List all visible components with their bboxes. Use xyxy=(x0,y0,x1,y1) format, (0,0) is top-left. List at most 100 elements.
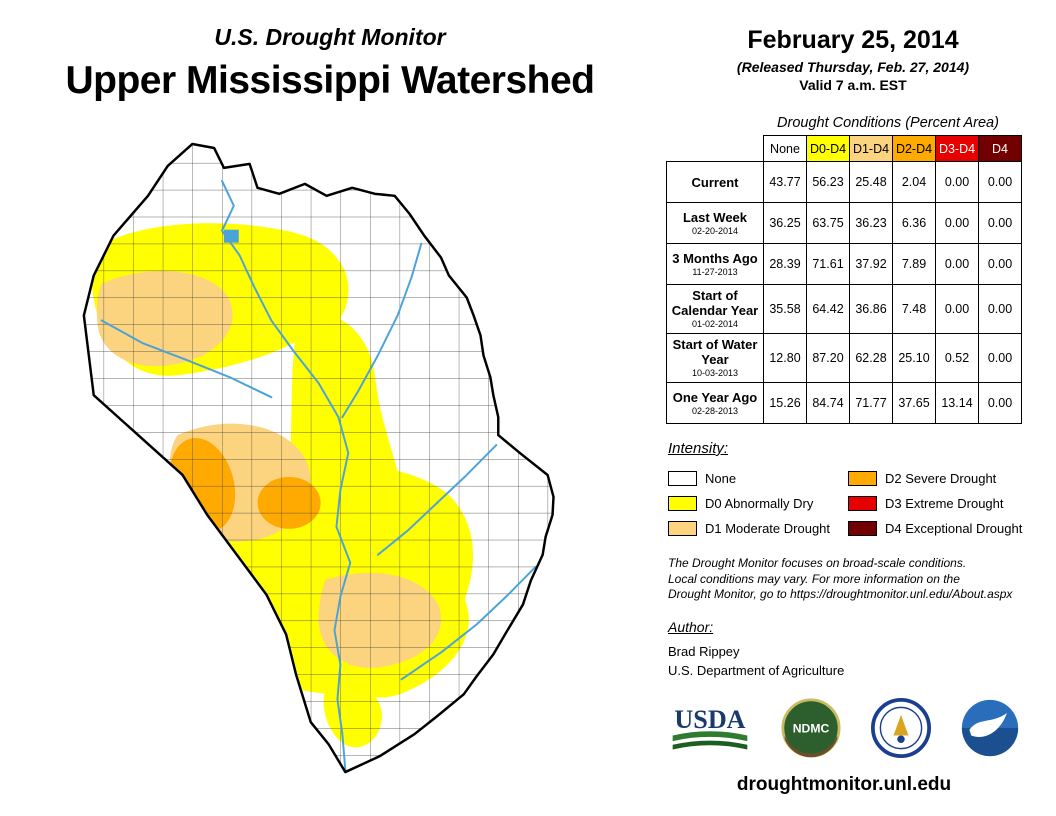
value-cell: 15.26 xyxy=(763,382,807,424)
commerce-seal-logo xyxy=(870,697,931,758)
legend-item-d2: D2 Severe Drought xyxy=(848,471,1048,486)
row-label: Current xyxy=(666,161,764,203)
author-block: Author: Brad Rippey U.S. Department of A… xyxy=(668,619,1046,680)
value-cell: 43.77 xyxy=(763,161,807,203)
disclaimer: The Drought Monitor focuses on broad-sca… xyxy=(668,556,1013,601)
value-cell: 0.00 xyxy=(978,243,1022,285)
county-grid xyxy=(83,143,554,773)
table-row: Start of Water Year 10-03-2013 12.80 87.… xyxy=(666,333,1022,383)
table-header-row: None D0-D4 D1-D4 D2-D4 D3-D4 D4 xyxy=(666,135,1022,162)
rivers xyxy=(100,179,537,772)
right-column: February 25, 2014 (Released Thursday, Fe… xyxy=(660,26,1046,796)
usda-logo: USDA xyxy=(672,705,748,749)
value-cell: 0.00 xyxy=(978,202,1022,244)
value-cell: 25.48 xyxy=(849,161,893,203)
col-header-d0d4: D0-D4 xyxy=(806,135,850,162)
value-cell: 2.04 xyxy=(892,161,936,203)
value-cell: 36.23 xyxy=(849,202,893,244)
value-cell: 0.00 xyxy=(978,161,1022,203)
col-header-d4: D4 xyxy=(978,135,1022,162)
value-cell: 28.39 xyxy=(763,243,807,285)
col-header-d2d4: D2-D4 xyxy=(892,135,936,162)
value-cell: 36.25 xyxy=(763,202,807,244)
value-cell: 6.36 xyxy=(892,202,936,244)
value-cell: 56.23 xyxy=(806,161,850,203)
value-cell: 0.52 xyxy=(935,333,979,383)
value-cell: 25.10 xyxy=(892,333,936,383)
legend-item-d1: D1 Moderate Drought xyxy=(668,521,848,536)
release-date: (Released Thursday, Feb. 27, 2014) xyxy=(736,59,970,75)
value-cell: 0.00 xyxy=(935,202,979,244)
table-row: Current 43.77 56.23 25.48 2.04 0.00 0.00 xyxy=(666,161,1022,203)
value-cell: 7.89 xyxy=(892,243,936,285)
col-header-d3d4: D3-D4 xyxy=(935,135,979,162)
watershed-map-svg xyxy=(82,142,555,774)
value-cell: 62.28 xyxy=(849,333,893,383)
ndmc-logo: NDMC xyxy=(781,697,841,758)
valid-time: Valid 7 a.m. EST xyxy=(799,77,907,93)
drought-conditions-table: None D0-D4 D1-D4 D2-D4 D3-D4 D4 Current … xyxy=(666,135,1022,424)
value-cell: 7.48 xyxy=(892,284,936,334)
table-row: Start of Calendar Year 01-02-2014 35.58 … xyxy=(666,284,1022,334)
legend-item-d0: D0 Abnormally Dry xyxy=(668,496,848,511)
legend-item-d4: D4 Exceptional Drought xyxy=(848,521,1048,536)
noaa-logo xyxy=(961,699,1019,756)
value-cell: 0.00 xyxy=(935,161,979,203)
table-row: One Year Ago 02-28-2013 15.26 84.74 71.7… xyxy=(666,382,1022,424)
d4-swatch xyxy=(848,521,877,536)
value-cell: 13.14 xyxy=(935,382,979,424)
col-header-d1d4: D1-D4 xyxy=(849,135,893,162)
legend-item-d3: D3 Extreme Drought xyxy=(848,496,1048,511)
none-swatch xyxy=(668,471,697,486)
value-cell: 36.86 xyxy=(849,284,893,334)
watershed-map xyxy=(74,136,666,794)
table-title: Drought Conditions (Percent Area) xyxy=(777,115,999,131)
row-label: 3 Months Ago 11-27-2013 xyxy=(666,243,764,285)
value-cell: 0.00 xyxy=(978,284,1022,334)
lake xyxy=(223,229,239,243)
d3-swatch xyxy=(848,496,877,511)
intensity-legend: Intensity: None D0 Abnormally Dry D1 Mod… xyxy=(668,440,1046,541)
svg-text:USDA: USDA xyxy=(674,705,745,734)
date-block: February 25, 2014 (Released Thursday, Fe… xyxy=(660,26,1046,93)
value-cell: 35.58 xyxy=(763,284,807,334)
table-row: 3 Months Ago 11-27-2013 28.39 71.61 37.9… xyxy=(666,243,1022,285)
region-title: Upper Mississippi Watershed xyxy=(65,59,595,102)
value-cell: 0.00 xyxy=(978,382,1022,424)
value-cell: 71.77 xyxy=(849,382,893,424)
report-date: February 25, 2014 xyxy=(747,26,959,54)
row-label: Start of Calendar Year 01-02-2014 xyxy=(666,284,764,334)
legend-title: Intensity: xyxy=(668,440,729,457)
value-cell: 0.00 xyxy=(935,284,979,334)
d0-swatch xyxy=(668,496,697,511)
value-cell: 37.65 xyxy=(892,382,936,424)
watershed-outline xyxy=(82,142,555,774)
author-org: U.S. Department of Agriculture xyxy=(668,662,845,678)
row-label: Start of Water Year 10-03-2013 xyxy=(666,333,764,383)
legend-item-none: None xyxy=(668,471,848,486)
d2-swatch xyxy=(848,471,877,486)
table-row: Last Week 02-20-2014 36.25 63.75 36.23 6… xyxy=(666,202,1022,244)
program-title: U.S. Drought Monitor xyxy=(214,24,446,50)
value-cell: 0.00 xyxy=(935,243,979,285)
value-cell: 84.74 xyxy=(806,382,850,424)
col-header-none: None xyxy=(763,135,807,162)
author-title: Author: xyxy=(668,618,714,635)
value-cell: 63.75 xyxy=(806,202,850,244)
logo-row: USDA NDMC xyxy=(668,697,1020,758)
value-cell: 12.80 xyxy=(763,333,807,383)
value-cell: 64.42 xyxy=(806,284,850,334)
author-name: Brad Rippey xyxy=(668,643,740,659)
footer-url: droughtmonitor.unl.edu xyxy=(736,773,952,795)
title-block: U.S. Drought Monitor Upper Mississippi W… xyxy=(30,24,630,103)
svg-text:NDMC: NDMC xyxy=(793,721,830,735)
row-label: One Year Ago 02-28-2013 xyxy=(666,382,764,424)
value-cell: 87.20 xyxy=(806,333,850,383)
value-cell: 0.00 xyxy=(978,333,1022,383)
d1-swatch xyxy=(668,521,697,536)
value-cell: 37.92 xyxy=(849,243,893,285)
value-cell: 71.61 xyxy=(806,243,850,285)
table-corner xyxy=(666,135,764,162)
row-label: Last Week 02-20-2014 xyxy=(666,202,764,244)
